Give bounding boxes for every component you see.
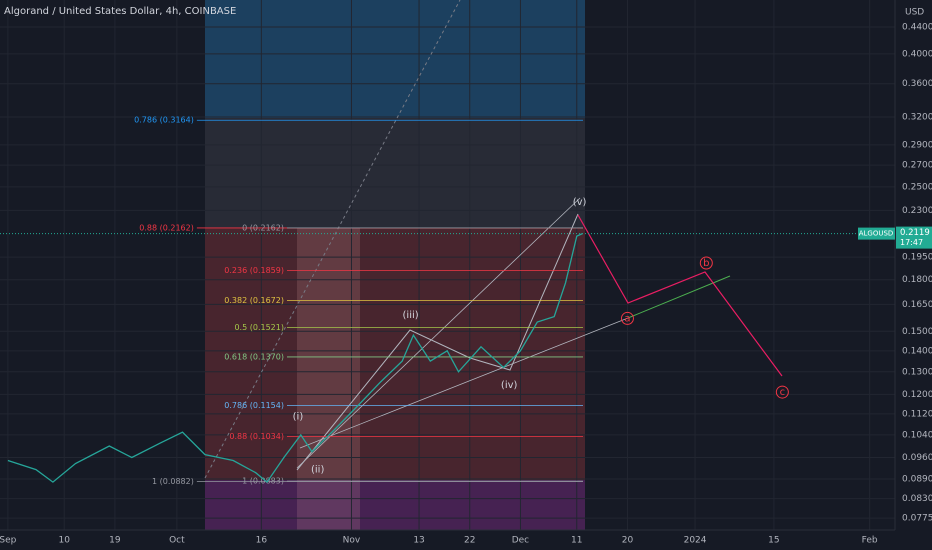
y-tick-label: 0.1300 (902, 367, 932, 377)
wave-label: (v) (573, 197, 587, 208)
wave-label: (i) (293, 411, 304, 422)
fib-label: 0.5 (0.1521) (234, 323, 284, 332)
axes: 0.4400 0.4000 0.3600 0.3200 0.2900 0.2700 0.25… (0, 22, 932, 546)
y-tick-label: 0.3600 (902, 79, 932, 89)
grid (0, 0, 895, 530)
y-tick-label: 0.0775 (902, 514, 932, 524)
y-tick-label: 0.1400 (902, 346, 932, 356)
countdown-label: 17:47 (900, 238, 923, 247)
wave-label: c (780, 387, 786, 398)
price-line (7, 233, 583, 484)
fib-zone-purple (205, 480, 585, 530)
wave-label: a (624, 313, 630, 324)
y-tick-label: 0.0890 (902, 474, 932, 484)
x-tick-label: Feb (862, 536, 878, 546)
y-tick-label: 0.0830 (902, 494, 932, 504)
wave-path (296, 213, 579, 471)
x-tick-label: 13 (413, 536, 424, 546)
x-tick-label: 10 (58, 536, 70, 546)
fib-label: 0.382 (0.1672) (224, 296, 284, 305)
y-tick-label: 0.1040 (902, 430, 932, 440)
y-tick-label: 0.1200 (902, 390, 932, 400)
wave-label: b (703, 258, 709, 269)
y-tick-label: 0.2500 (902, 182, 932, 192)
x-tick-label: Dec (512, 536, 529, 546)
symbol-label: ALGOUSD (859, 230, 894, 238)
fib-label: 0.786 (0.1154) (224, 401, 284, 410)
wave-circle (775, 385, 789, 399)
y-tick-label: 0.1950 (902, 253, 932, 263)
fib-label: 0.88 (0.1034) (229, 432, 284, 441)
symbol-box (858, 227, 895, 240)
abc-path (577, 214, 783, 377)
x-tick-label: 22 (464, 536, 475, 546)
y-tick-label: 0.0960 (902, 453, 932, 463)
price-axis-bg (895, 0, 932, 550)
y-tick-label: 0.1120 (902, 409, 932, 419)
y-tick-label: 0.4000 (902, 49, 932, 59)
y-tick-label: 0.4400 (902, 22, 932, 32)
wave-label: (ii) (311, 465, 324, 476)
wave-circle (620, 311, 634, 325)
wave-label: (iv) (501, 380, 518, 391)
fib-zone-gray (205, 118, 585, 228)
fib-label: 0.618 (0.1370) (224, 352, 284, 361)
fib-zone-inner (297, 228, 360, 530)
fib-label: 0.236 (0.1859) (224, 266, 284, 275)
fib-label: 0.88 (0.2162) (139, 223, 194, 232)
price-box (896, 226, 932, 249)
x-tick-label: 19 (109, 536, 121, 546)
y-tick-label: 0.2900 (902, 140, 932, 150)
x-tick-label: 2024 (684, 536, 707, 546)
fib-label: 1 (0.0883) (242, 477, 284, 486)
wave-label: (iii) (403, 310, 419, 321)
fib-zone-blue (205, 0, 585, 118)
y-tick-label: 0.1800 (902, 275, 932, 285)
x-tick-label: 15 (768, 536, 779, 546)
y-tick-label: 0.1650 (902, 300, 932, 310)
wave-circle (699, 256, 713, 270)
x-tick-label: 16 (256, 536, 268, 546)
y-tick-label: 0.1500 (902, 327, 932, 337)
axis-unit: USD (905, 8, 924, 18)
fib-label: 0.786 (0.3164) (134, 116, 194, 125)
trend-dashed (204, 0, 461, 479)
chart-title: Algorand / United States Dollar, 4h, COI… (4, 6, 236, 17)
x-tick-label: 11 (571, 536, 582, 546)
x-tick-label: Nov (343, 536, 361, 546)
plot: 0.786 (0.3164) 0.88 (0.2162) 0 (0.2162) 0.2… (0, 116, 895, 486)
x-tick-label: 20 (622, 536, 634, 546)
price-label: 0.2119 (900, 228, 930, 238)
channel-bottom (299, 317, 629, 449)
channel-top (296, 197, 581, 469)
y-tick-label: 0.2700 (902, 161, 932, 171)
y-tick-label: 0.3200 (902, 113, 932, 123)
x-tick-label: Oct (169, 536, 185, 546)
fib-zone-red (205, 228, 585, 480)
x-tick-label: Sep (0, 536, 17, 546)
y-tick-label: 0.2300 (902, 206, 932, 216)
fib-label: 1 (0.0882) (152, 477, 194, 486)
fib-label: 0 (0.2162) (242, 223, 284, 232)
